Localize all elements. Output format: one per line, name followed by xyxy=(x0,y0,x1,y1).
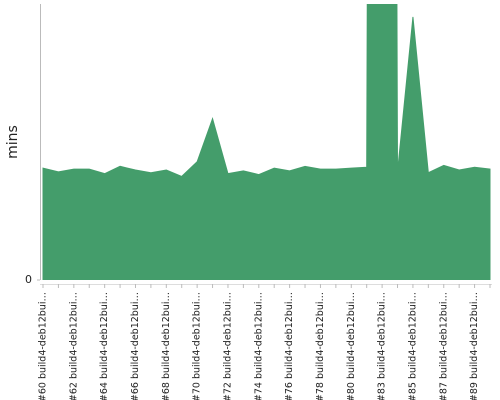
y-axis-label: mins xyxy=(5,125,21,159)
plot-area xyxy=(42,4,491,280)
x-tick-label: #74 build4-deb12bui… xyxy=(253,292,264,400)
x-tick-label: #66 build4-deb12bui… xyxy=(130,292,141,400)
x-tick-label: #62 build4-deb12bui… xyxy=(68,292,79,400)
x-tick-label: #87 build4-deb12bui… xyxy=(438,292,449,400)
x-tick-label: #85 build4-deb12bui… xyxy=(407,292,418,400)
x-tick-label: #72 build4-deb12bui… xyxy=(222,292,233,400)
x-tick-label: #70 build4-deb12bui… xyxy=(192,292,203,400)
x-tick-label: #80 build4-deb12bui… xyxy=(346,292,357,400)
x-tick-label: #60 build4-deb12bui… xyxy=(38,292,49,400)
x-tick-label: #64 build4-deb12bui… xyxy=(99,292,110,400)
x-tick-label: #83 build4-deb12bui… xyxy=(377,292,388,400)
x-tick-label: #89 build4-deb12bui… xyxy=(469,292,480,400)
y-tick-label: 0 xyxy=(25,273,32,286)
x-tick-label: #68 build4-deb12bui… xyxy=(161,292,172,400)
x-tick-label: #78 build4-deb12bui… xyxy=(315,292,326,400)
x-tick-label: #76 build4-deb12bui… xyxy=(284,292,295,400)
area xyxy=(42,4,491,280)
